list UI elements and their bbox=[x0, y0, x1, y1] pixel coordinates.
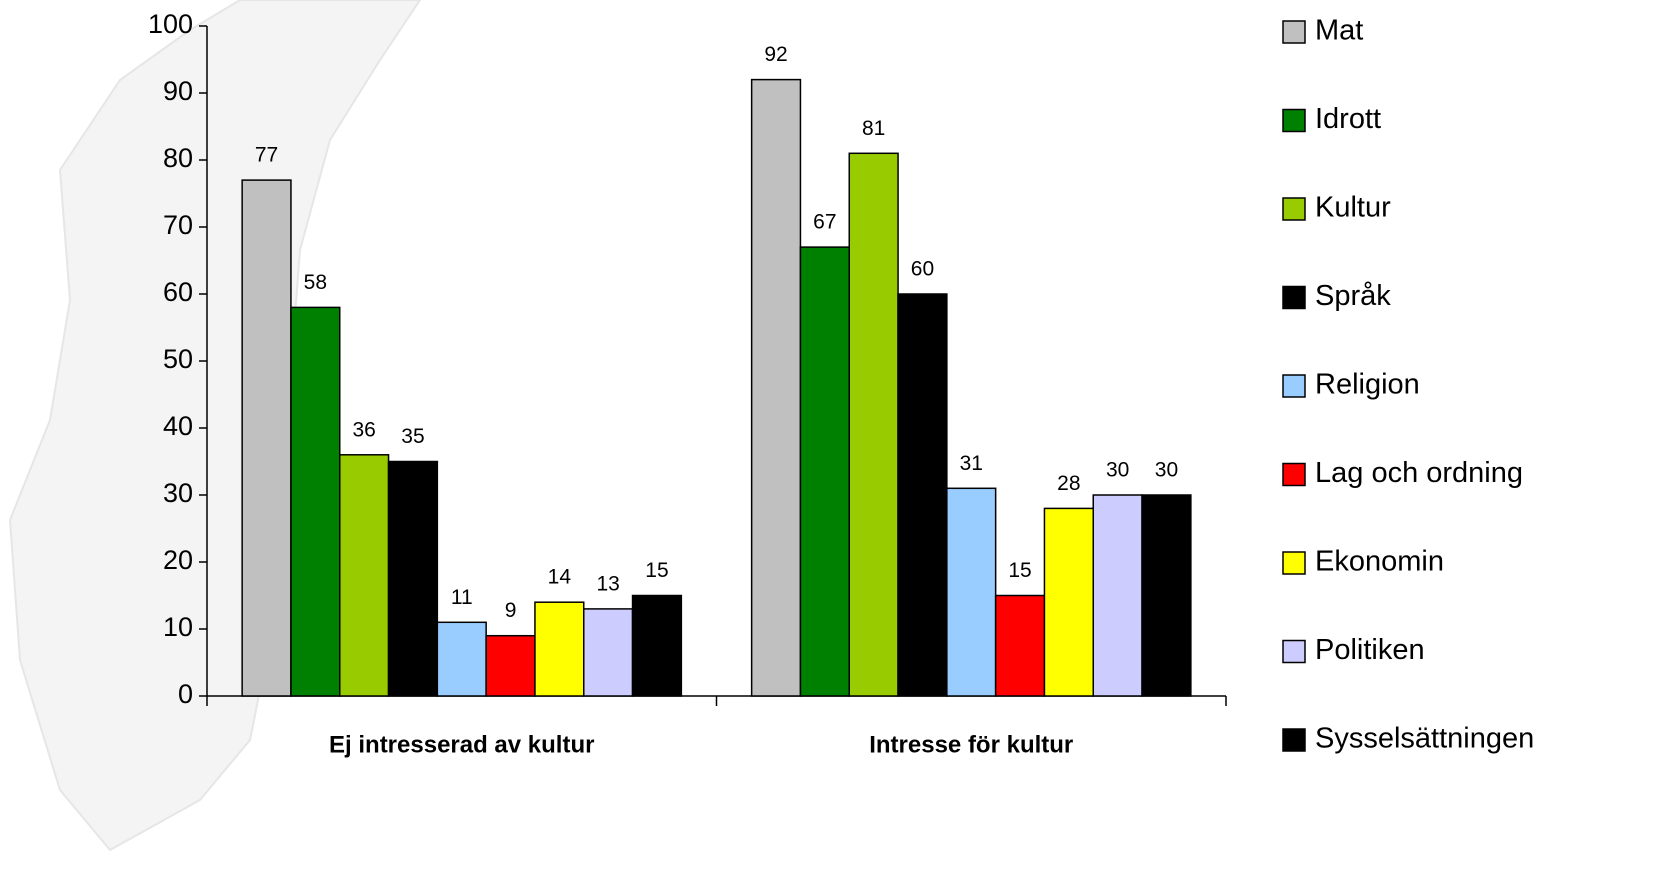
y-tick-label: 100 bbox=[148, 9, 193, 39]
data-label: 92 bbox=[764, 43, 787, 66]
data-label: 60 bbox=[911, 258, 934, 281]
y-tick-label: 70 bbox=[163, 210, 193, 240]
legend-swatch bbox=[1282, 374, 1306, 398]
legend-label: Lag och ordning bbox=[1315, 457, 1523, 489]
bar bbox=[750, 78, 802, 697]
bar bbox=[387, 460, 439, 697]
data-label: 77 bbox=[255, 144, 278, 167]
data-label: 36 bbox=[352, 418, 375, 441]
legend-swatch bbox=[1282, 639, 1306, 664]
legend-swatch bbox=[1282, 197, 1306, 221]
y-tick-label: 40 bbox=[163, 411, 193, 441]
y-tick-label: 0 bbox=[178, 679, 193, 709]
legend-label: Kultur bbox=[1315, 192, 1391, 224]
legend-swatch bbox=[1282, 728, 1306, 752]
data-label: 15 bbox=[1008, 559, 1031, 582]
data-label: 13 bbox=[596, 572, 619, 595]
bar bbox=[848, 152, 899, 697]
bar bbox=[1141, 494, 1192, 697]
data-label: 31 bbox=[960, 452, 983, 475]
legend-swatch bbox=[1282, 285, 1306, 310]
data-label: 11 bbox=[451, 586, 473, 609]
bar bbox=[1092, 494, 1143, 697]
bar bbox=[290, 306, 341, 697]
legend-label: Idrott bbox=[1315, 103, 1381, 135]
bar bbox=[799, 246, 851, 697]
bar bbox=[946, 487, 997, 697]
data-label: 28 bbox=[1057, 472, 1080, 495]
data-label: 15 bbox=[645, 559, 668, 582]
legend-label: Politiken bbox=[1315, 634, 1425, 666]
bar bbox=[436, 621, 487, 697]
background-map bbox=[8, 0, 422, 852]
bar bbox=[631, 594, 683, 697]
data-label: 30 bbox=[1155, 459, 1178, 482]
bar bbox=[485, 634, 536, 697]
y-tick-label: 80 bbox=[163, 143, 193, 173]
data-label: 30 bbox=[1106, 459, 1129, 482]
bar bbox=[534, 601, 585, 697]
legend-label: Mat bbox=[1315, 15, 1363, 47]
data-label: 9 bbox=[505, 599, 517, 622]
bar bbox=[339, 454, 390, 697]
x-tick-label: Ej intresserad av kultur bbox=[329, 731, 594, 758]
data-label: 58 bbox=[304, 271, 327, 294]
legend-swatch bbox=[1282, 462, 1306, 487]
legend-label: Sysselsättningen bbox=[1315, 723, 1534, 755]
bar bbox=[897, 293, 948, 697]
x-tick-label: Intresse för kultur bbox=[869, 731, 1073, 758]
y-tick-label: 10 bbox=[163, 612, 193, 642]
bar bbox=[994, 594, 1046, 697]
bar bbox=[241, 179, 292, 697]
y-tick-label: 50 bbox=[163, 344, 193, 374]
legend-swatch bbox=[1282, 108, 1306, 133]
bar bbox=[583, 608, 634, 697]
data-label: 67 bbox=[813, 211, 836, 234]
legend-swatch bbox=[1282, 551, 1306, 575]
legend-swatch bbox=[1282, 20, 1306, 44]
y-tick-label: 60 bbox=[163, 277, 193, 307]
legend-label: Ekonomin bbox=[1315, 546, 1444, 578]
bar bbox=[1043, 507, 1094, 697]
legend-label: Språk bbox=[1315, 280, 1391, 312]
legend-label: Religion bbox=[1315, 369, 1420, 401]
data-label: 35 bbox=[401, 425, 424, 448]
data-label: 81 bbox=[862, 117, 885, 140]
y-tick-label: 90 bbox=[163, 76, 193, 106]
y-tick-label: 30 bbox=[163, 478, 193, 508]
y-tick-label: 20 bbox=[163, 545, 193, 575]
data-label: 14 bbox=[548, 566, 572, 589]
